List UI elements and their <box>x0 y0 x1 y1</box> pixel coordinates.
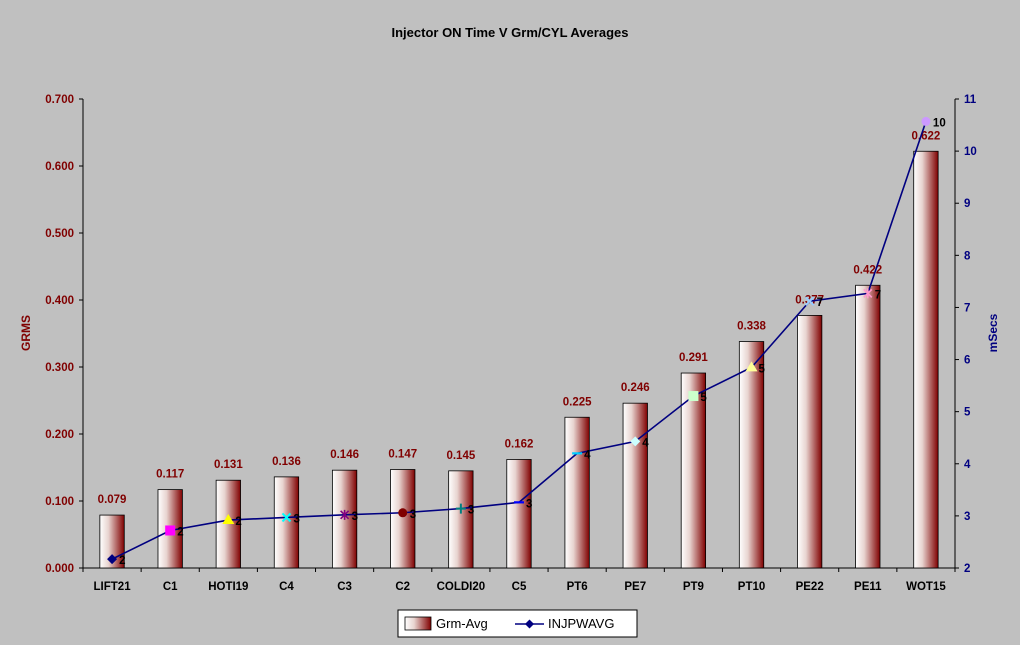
bar <box>797 315 823 569</box>
line-marker <box>745 361 758 372</box>
plot-area: 0.000 0.100 0.200 0.300 0.400 0.500 0.600 0.700… <box>45 94 977 593</box>
line-data-label: 3 <box>526 498 532 510</box>
left-tick-label: 0.600 <box>45 161 74 173</box>
bar <box>622 402 648 569</box>
x-tick-label: WOT15 <box>906 581 946 593</box>
bar-data-label: 0.147 <box>388 449 417 461</box>
right-tick-label: 6 <box>964 355 970 367</box>
line-data-label: 4 <box>642 437 649 449</box>
line-marker <box>921 116 931 126</box>
bar <box>564 416 590 569</box>
x-tick-label: C4 <box>279 581 294 593</box>
line-data-label: 10 <box>933 117 946 129</box>
line-data-label: 2 <box>235 516 241 528</box>
line-data-label: 7 <box>875 289 881 301</box>
legend-swatch-marker <box>525 619 534 629</box>
line-marker <box>863 288 873 299</box>
left-tick-label: 0.000 <box>45 563 74 575</box>
left-tick-label: 0.300 <box>45 362 74 374</box>
left-tick-label: 0.100 <box>45 496 74 508</box>
bar-data-label: 0.079 <box>98 494 127 506</box>
x-tick-label: HOTI19 <box>208 581 248 593</box>
x-tick-label: PT10 <box>738 581 766 593</box>
bar <box>855 284 881 569</box>
x-tick-label: LIFT21 <box>94 581 132 593</box>
bar-data-label: 0.162 <box>505 438 534 450</box>
legend: Grm-Avg INJPWAVG <box>397 609 638 638</box>
line-data-label: 3 <box>293 513 299 525</box>
line-marker <box>688 391 699 402</box>
left-tick-label: 0.200 <box>45 429 74 441</box>
bar-data-label: 0.131 <box>214 459 243 471</box>
left-tick-label: 0.700 <box>45 94 74 106</box>
line-data-label: 2 <box>119 555 125 567</box>
bar-data-label: 0.145 <box>446 450 475 462</box>
line-marker <box>398 508 408 518</box>
legend-swatch-bar <box>404 616 432 631</box>
x-tick-label: C1 <box>163 581 178 593</box>
bar <box>913 150 939 569</box>
x-tick-label: PT6 <box>567 581 588 593</box>
bar-data-label: 0.246 <box>621 382 650 394</box>
right-tick-label: 10 <box>964 146 977 158</box>
x-tick-label: PE7 <box>624 581 646 593</box>
line-data-label: 5 <box>759 363 766 375</box>
x-tick-label: PE11 <box>854 581 882 593</box>
left-tick-label: 0.500 <box>45 228 74 240</box>
line-marker <box>281 512 292 523</box>
line-data-label: 5 <box>700 392 707 404</box>
chart-title: Injector ON Time V Grm/CYL Averages <box>392 25 629 40</box>
line-marker <box>222 514 235 525</box>
right-tick-label: 9 <box>964 198 970 210</box>
bar-data-label: 0.117 <box>156 469 184 481</box>
line-marker <box>165 525 176 536</box>
bar <box>448 470 474 569</box>
left-axis-title: GRMS <box>19 315 33 351</box>
bar <box>738 341 765 569</box>
line-data-label: 3 <box>410 509 416 521</box>
line-data-label: 3 <box>468 505 474 517</box>
bar-data-label: 0.146 <box>330 449 359 461</box>
bar-data-label: 0.136 <box>272 456 301 468</box>
line-marker <box>804 296 815 306</box>
line-data-label: 7 <box>817 297 823 309</box>
bar-data-label: 0.338 <box>737 321 766 333</box>
right-tick-label: 8 <box>964 250 971 262</box>
bar-data-label: 0.622 <box>912 130 941 142</box>
right-tick-label: 5 <box>964 407 971 419</box>
left-tick-label: 0.400 <box>45 295 74 307</box>
bar <box>390 469 416 569</box>
right-tick-label: 4 <box>964 459 971 471</box>
line-data-label: 4 <box>584 449 591 461</box>
x-tick-label: COLDI20 <box>437 581 486 593</box>
bar-data-label: 0.225 <box>563 396 592 408</box>
bar-data-label: 0.291 <box>679 352 708 364</box>
line-marker <box>630 436 641 447</box>
right-tick-label: 3 <box>964 511 970 523</box>
line-data-label: 2 <box>177 526 183 538</box>
line-marker <box>107 554 118 565</box>
right-tick-label: 11 <box>964 94 977 106</box>
x-tick-label: PT9 <box>683 581 704 593</box>
bar <box>680 372 707 569</box>
line-marker <box>455 503 466 514</box>
x-tick-label: C5 <box>512 581 527 593</box>
legend-label-bars: Grm-Avg <box>436 616 488 631</box>
x-tick-label: C2 <box>395 581 410 593</box>
bar <box>506 459 532 569</box>
bar <box>273 476 300 569</box>
line-marker <box>340 509 350 520</box>
line-data-label: 3 <box>352 511 358 523</box>
right-tick-label: 7 <box>964 302 970 314</box>
right-axis-title: mSecs <box>986 313 1000 352</box>
legend-label-line: INJPWAVG <box>548 616 614 631</box>
x-tick-label: PE22 <box>796 581 824 593</box>
x-tick-label: C3 <box>337 581 352 593</box>
right-tick-label: 2 <box>964 563 970 575</box>
bar <box>215 479 241 569</box>
